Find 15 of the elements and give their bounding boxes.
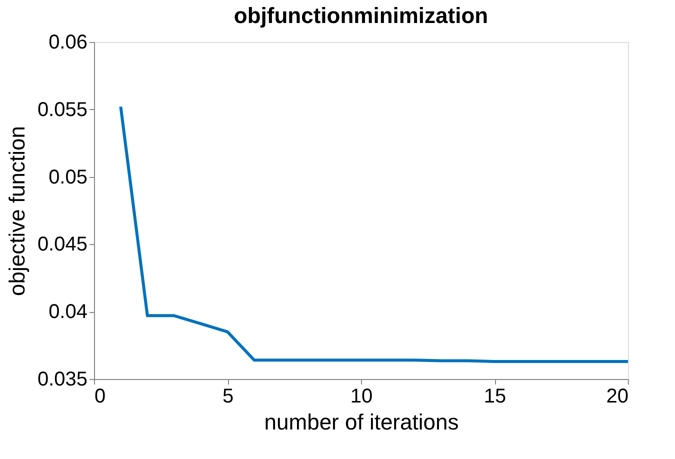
y-tick-label: 0.06: [48, 32, 88, 54]
y-tick-label: 0.055: [37, 98, 88, 121]
y-tick-label: 0.04: [48, 301, 88, 324]
x-tick-label: 20: [606, 386, 628, 408]
y-tick-label: 0.045: [37, 234, 88, 256]
chart-title: objfunctionminimization: [234, 3, 488, 28]
line-series: [119, 105, 630, 363]
x-axis-title: number of iterations: [264, 410, 459, 434]
x-tick-label: 5: [222, 386, 234, 408]
x-tick-label: 15: [484, 386, 506, 408]
y-axis-title: objective function: [4, 126, 30, 296]
y-tick-label: 0.035: [37, 368, 88, 390]
x-tick-label: 10: [350, 386, 373, 408]
y-tick-label: 0.05: [48, 166, 88, 188]
x-tick-label: 0: [94, 386, 106, 408]
